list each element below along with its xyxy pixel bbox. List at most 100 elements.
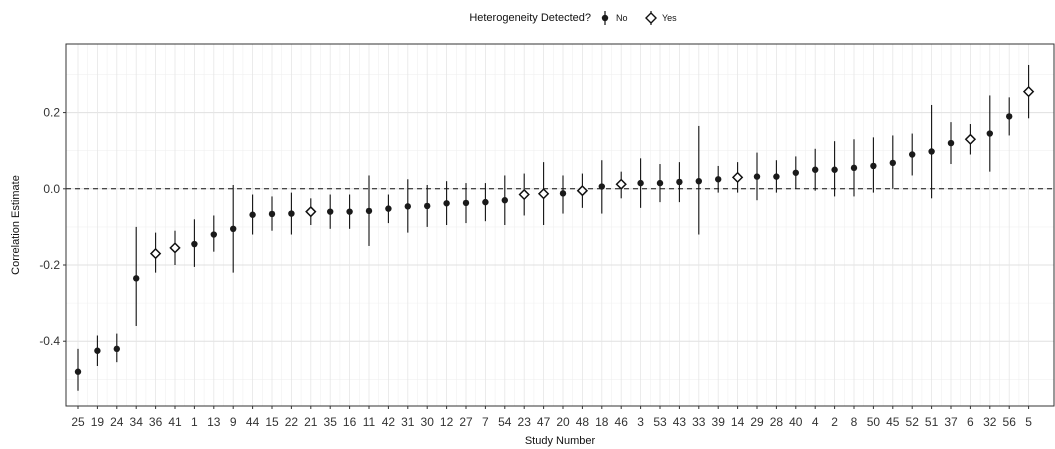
x-tick-label: 22 xyxy=(285,415,299,429)
x-tick-label: 19 xyxy=(91,415,105,429)
point-heterogeneity-yes xyxy=(305,206,317,218)
legend-no-marker xyxy=(601,14,609,22)
x-tick-label: 54 xyxy=(498,415,512,429)
point-heterogeneity-no xyxy=(947,139,955,147)
plot-border xyxy=(65,43,1055,407)
x-tick-label: 34 xyxy=(130,415,144,429)
point-heterogeneity-no xyxy=(1006,113,1013,120)
x-tick-label: 56 xyxy=(1003,415,1017,429)
x-axis-title: Study Number xyxy=(525,435,596,447)
point-heterogeneity-yes xyxy=(1022,85,1035,98)
point-heterogeneity-no xyxy=(133,275,140,282)
x-tick-label: 14 xyxy=(731,415,745,429)
point-heterogeneity-no xyxy=(268,210,276,218)
point-heterogeneity-no xyxy=(656,179,664,187)
point-heterogeneity-no xyxy=(831,166,838,173)
point-heterogeneity-no xyxy=(676,178,683,186)
point-heterogeneity-no xyxy=(909,151,916,158)
point-heterogeneity-no xyxy=(230,225,237,233)
x-tick-label: 24 xyxy=(110,415,124,429)
x-tick-label: 15 xyxy=(265,415,279,429)
x-tick-label: 13 xyxy=(207,415,221,429)
point-heterogeneity-no xyxy=(559,190,567,197)
point-heterogeneity-no xyxy=(288,210,295,217)
x-tick-label: 28 xyxy=(770,415,784,429)
x-tick-label: 40 xyxy=(789,415,803,429)
point-heterogeneity-no xyxy=(482,198,489,206)
x-tick-label: 33 xyxy=(692,415,706,429)
x-tick-label: 42 xyxy=(382,415,396,429)
point-heterogeneity-no xyxy=(385,205,392,212)
x-tick-label: 32 xyxy=(983,415,997,429)
point-heterogeneity-no xyxy=(210,231,217,238)
x-tick-label: 53 xyxy=(653,415,667,429)
x-tick-label: 45 xyxy=(886,415,900,429)
point-heterogeneity-no xyxy=(327,208,334,215)
x-tick-label: 16 xyxy=(343,415,357,429)
x-tick-label: 36 xyxy=(149,415,163,429)
point-heterogeneity-no xyxy=(74,368,82,375)
x-tick-label: 18 xyxy=(595,415,609,429)
point-heterogeneity-yes xyxy=(169,242,181,254)
point-heterogeneity-no xyxy=(191,240,198,248)
point-heterogeneity-no xyxy=(870,162,877,170)
point-heterogeneity-no xyxy=(889,159,896,167)
x-tick-label: 35 xyxy=(324,415,338,429)
point-heterogeneity-no xyxy=(753,173,761,180)
point-heterogeneity-no xyxy=(598,183,605,190)
point-heterogeneity-no xyxy=(812,166,819,173)
y-tick-label: 0.2 xyxy=(43,106,60,120)
x-tick-label: 50 xyxy=(867,415,881,429)
minor-grid xyxy=(66,44,1054,406)
point-heterogeneity-no xyxy=(715,176,722,183)
x-tick-label: 12 xyxy=(440,415,454,429)
legend: Heterogeneity Detected? No Yes xyxy=(469,11,677,25)
point-heterogeneity-no xyxy=(695,177,702,185)
y-axis: -0.4 -0.2 0.0 0.2 xyxy=(39,106,66,348)
point-heterogeneity-yes xyxy=(964,133,977,145)
x-tick-label: 52 xyxy=(906,415,920,429)
point-estimates xyxy=(74,85,1035,375)
x-tick-label: 3 xyxy=(637,415,644,429)
x-tick-label: 25 xyxy=(71,415,85,429)
point-heterogeneity-no xyxy=(365,207,373,215)
x-tick-label: 6 xyxy=(967,415,974,429)
x-tick-label: 27 xyxy=(459,415,473,429)
point-heterogeneity-no xyxy=(346,208,353,215)
y-tick-label: 0.0 xyxy=(43,182,60,196)
x-tick-label: 5 xyxy=(1025,415,1032,429)
point-heterogeneity-yes xyxy=(576,185,589,197)
point-heterogeneity-no xyxy=(113,345,121,353)
x-tick-label: 8 xyxy=(851,415,858,429)
point-heterogeneity-yes xyxy=(149,247,162,260)
x-tick-label: 43 xyxy=(673,415,687,429)
point-heterogeneity-no xyxy=(424,202,431,210)
point-heterogeneity-no xyxy=(404,203,411,210)
point-heterogeneity-no xyxy=(443,200,450,207)
x-tick-label: 11 xyxy=(363,415,376,429)
legend-yes-label: Yes xyxy=(662,13,677,23)
x-tick-label: 31 xyxy=(401,415,415,429)
x-tick-label: 21 xyxy=(304,415,318,429)
point-heterogeneity-no xyxy=(94,347,101,354)
x-tick-label: 51 xyxy=(925,415,939,429)
point-heterogeneity-yes xyxy=(731,171,744,184)
point-heterogeneity-no xyxy=(462,199,470,207)
point-heterogeneity-yes xyxy=(518,188,530,201)
point-heterogeneity-no xyxy=(637,179,644,187)
x-tick-label: 4 xyxy=(812,415,819,429)
x-tick-label: 2 xyxy=(831,415,838,429)
y-tick-label: -0.2 xyxy=(39,258,60,272)
y-tick-label: -0.4 xyxy=(39,334,60,348)
x-tick-label: 47 xyxy=(537,415,551,429)
major-grid xyxy=(66,44,1054,406)
x-tick-label: 1 xyxy=(191,415,198,429)
x-tick-label: 41 xyxy=(168,415,182,429)
x-tick-label: 23 xyxy=(518,415,532,429)
legend-yes-marker xyxy=(645,12,657,24)
x-tick-label: 46 xyxy=(615,415,629,429)
x-tick-label: 9 xyxy=(230,415,237,429)
x-tick-label: 37 xyxy=(944,415,958,429)
point-heterogeneity-no xyxy=(986,130,993,137)
